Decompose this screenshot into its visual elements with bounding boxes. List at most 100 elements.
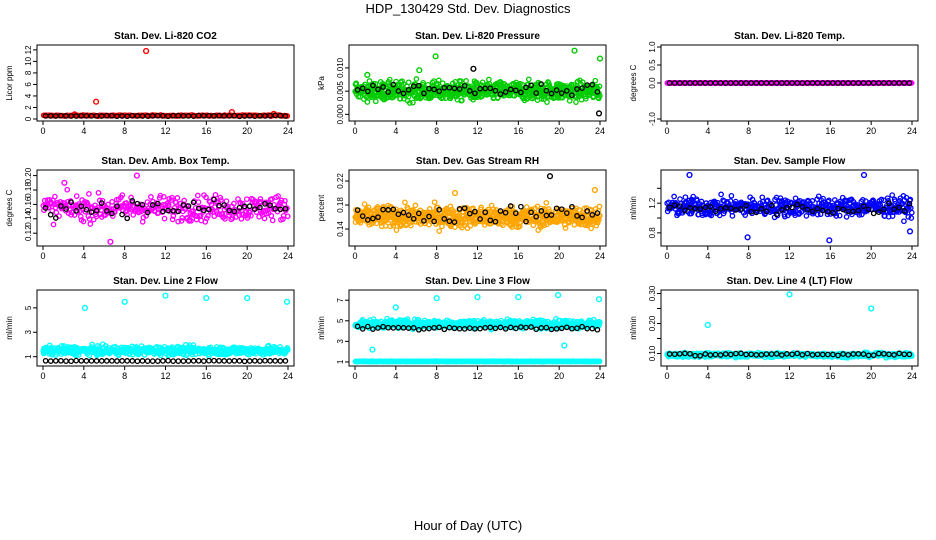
x-tick-label: 24 — [283, 371, 293, 381]
data-point — [584, 82, 591, 88]
data-point — [83, 206, 90, 213]
data-point — [789, 80, 795, 86]
data-point — [908, 215, 915, 221]
data-point — [395, 88, 402, 94]
data-point — [114, 358, 120, 364]
data-point — [794, 201, 801, 208]
data-point — [781, 213, 788, 220]
data-point — [211, 113, 217, 119]
data-point — [85, 213, 92, 219]
data-point — [727, 205, 734, 212]
data-point — [676, 80, 683, 86]
data-point — [134, 200, 141, 207]
data-point — [502, 325, 509, 332]
x-tick-label: 16 — [825, 126, 835, 136]
x-tick-label: 4 — [393, 126, 398, 136]
data-point — [86, 191, 92, 197]
data-point — [528, 324, 534, 330]
data-point — [451, 85, 458, 92]
data-point — [354, 323, 361, 330]
data-point — [512, 325, 519, 332]
data-point — [78, 112, 85, 119]
data-point — [815, 193, 822, 200]
data-point — [708, 212, 715, 219]
data-point — [395, 211, 402, 218]
data-point — [203, 194, 209, 201]
data-point — [80, 218, 87, 225]
data-point — [410, 215, 417, 222]
data-point — [52, 357, 59, 364]
data-point-outlier — [860, 171, 868, 179]
x-tick-label: 20 — [242, 251, 252, 261]
data-point — [359, 85, 366, 92]
data-point — [267, 112, 273, 119]
data-point — [257, 358, 263, 364]
data-point — [380, 84, 386, 90]
data-point — [855, 80, 862, 86]
data-point — [906, 200, 913, 207]
data-point-outlier — [61, 179, 68, 186]
data-point — [836, 212, 843, 219]
data-point — [77, 213, 84, 220]
data-point — [257, 196, 264, 202]
data-point — [277, 358, 284, 364]
data-point — [200, 358, 207, 364]
data-point — [865, 80, 872, 86]
data-point — [262, 200, 268, 207]
data-point — [596, 93, 603, 99]
data-point-outlier — [826, 237, 833, 244]
data-point — [840, 80, 846, 86]
data-point-outlier — [92, 98, 100, 105]
data-point — [426, 325, 432, 332]
data-point — [472, 325, 478, 332]
data-point — [446, 218, 453, 225]
data-point — [727, 198, 734, 204]
data-point — [380, 206, 386, 213]
data-point — [682, 80, 688, 86]
panel-title: Stan. Dev. Amb. Box Temp. — [101, 156, 229, 167]
data-point — [88, 358, 95, 364]
data-point-outlier — [470, 65, 477, 72]
data-point — [277, 206, 284, 213]
data-point — [543, 324, 550, 331]
data-point — [544, 99, 550, 105]
data-points — [40, 47, 291, 120]
data-point-outlier — [416, 67, 423, 74]
data-point — [722, 205, 729, 211]
data-point — [272, 112, 279, 119]
y-axis-label: percent — [317, 194, 326, 221]
data-point — [860, 203, 867, 210]
y-tick-label: 2 — [24, 105, 33, 110]
data-point — [461, 326, 468, 332]
x-tick-label: 16 — [513, 251, 523, 261]
data-point — [139, 113, 146, 119]
data-point — [482, 85, 489, 92]
data-point-outlier — [546, 173, 554, 180]
data-point-outlier — [133, 172, 141, 179]
y-tick-label: 5 — [24, 305, 33, 310]
data-points — [352, 47, 604, 117]
data-point — [784, 204, 790, 211]
data-point — [134, 113, 141, 119]
data-point — [860, 80, 867, 86]
data-point — [180, 202, 187, 208]
data-point — [406, 100, 413, 106]
y-tick-label: 1.2 — [648, 197, 657, 209]
data-point — [502, 209, 509, 216]
data-point — [459, 97, 465, 104]
x-tick-label: 24 — [283, 126, 293, 136]
data-point — [778, 80, 785, 86]
data-point — [222, 216, 228, 222]
data-point-outlier — [554, 292, 562, 299]
data-point — [466, 88, 473, 94]
data-point — [149, 113, 156, 119]
data-point — [833, 213, 840, 219]
data-point-outlier — [121, 298, 128, 305]
data-point — [405, 325, 412, 331]
data-point — [845, 80, 852, 86]
data-point — [477, 325, 483, 332]
data-point — [548, 212, 555, 218]
data-point — [154, 112, 161, 119]
data-point-outlier — [595, 110, 603, 117]
